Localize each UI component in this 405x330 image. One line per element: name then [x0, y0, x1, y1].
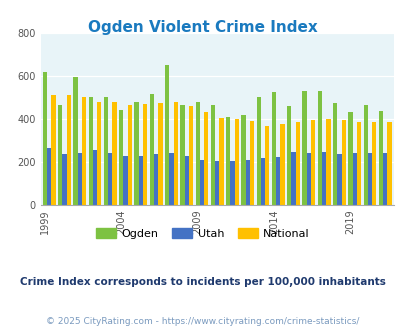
Bar	[275, 157, 280, 205]
Bar	[341, 120, 345, 205]
Bar	[139, 156, 143, 205]
Bar	[271, 92, 275, 205]
Bar	[88, 97, 93, 205]
Bar	[184, 156, 188, 205]
Bar	[386, 122, 391, 205]
Bar	[337, 154, 341, 205]
Bar	[93, 150, 97, 205]
Bar	[97, 102, 101, 205]
Bar	[169, 153, 173, 205]
Bar	[143, 104, 147, 205]
Bar	[302, 91, 306, 205]
Bar	[291, 152, 295, 205]
Bar	[173, 102, 177, 205]
Bar	[51, 95, 55, 205]
Text: © 2025 CityRating.com - https://www.cityrating.com/crime-statistics/: © 2025 CityRating.com - https://www.city…	[46, 317, 359, 326]
Bar	[104, 97, 108, 205]
Bar	[321, 152, 326, 205]
Bar	[286, 106, 291, 205]
Bar	[367, 153, 371, 205]
Bar	[195, 102, 199, 205]
Legend: Ogden, Utah, National: Ogden, Utah, National	[92, 223, 313, 243]
Bar	[43, 72, 47, 205]
Bar	[58, 105, 62, 205]
Bar	[215, 161, 219, 205]
Bar	[362, 105, 367, 205]
Text: Ogden Violent Crime Index: Ogden Violent Crime Index	[88, 20, 317, 35]
Bar	[47, 148, 51, 205]
Bar	[234, 119, 238, 205]
Bar	[158, 103, 162, 205]
Bar	[371, 122, 375, 205]
Bar	[62, 154, 66, 205]
Bar	[356, 122, 360, 205]
Bar	[317, 91, 321, 205]
Bar	[245, 160, 249, 205]
Bar	[119, 110, 123, 205]
Bar	[241, 115, 245, 205]
Bar	[66, 95, 71, 205]
Bar	[378, 111, 382, 205]
Bar	[326, 119, 330, 205]
Bar	[164, 65, 169, 205]
Bar	[264, 126, 269, 205]
Bar	[226, 117, 230, 205]
Bar	[310, 120, 315, 205]
Bar	[249, 121, 254, 205]
Bar	[108, 153, 112, 205]
Bar	[382, 153, 386, 205]
Bar	[149, 94, 153, 205]
Bar	[188, 106, 193, 205]
Bar	[112, 102, 116, 205]
Bar	[256, 97, 260, 205]
Bar	[280, 124, 284, 205]
Bar	[260, 158, 264, 205]
Bar	[219, 118, 223, 205]
Bar	[352, 153, 356, 205]
Bar	[153, 154, 158, 205]
Bar	[199, 160, 204, 205]
Bar	[230, 161, 234, 205]
Bar	[77, 153, 82, 205]
Bar	[332, 103, 337, 205]
Bar	[295, 122, 299, 205]
Bar	[127, 105, 132, 205]
Bar	[134, 102, 139, 205]
Bar	[347, 112, 352, 205]
Bar	[82, 97, 86, 205]
Bar	[73, 77, 77, 205]
Bar	[180, 105, 184, 205]
Bar	[306, 153, 310, 205]
Text: Crime Index corresponds to incidents per 100,000 inhabitants: Crime Index corresponds to incidents per…	[20, 277, 385, 287]
Bar	[123, 156, 127, 205]
Bar	[210, 105, 215, 205]
Bar	[204, 112, 208, 205]
